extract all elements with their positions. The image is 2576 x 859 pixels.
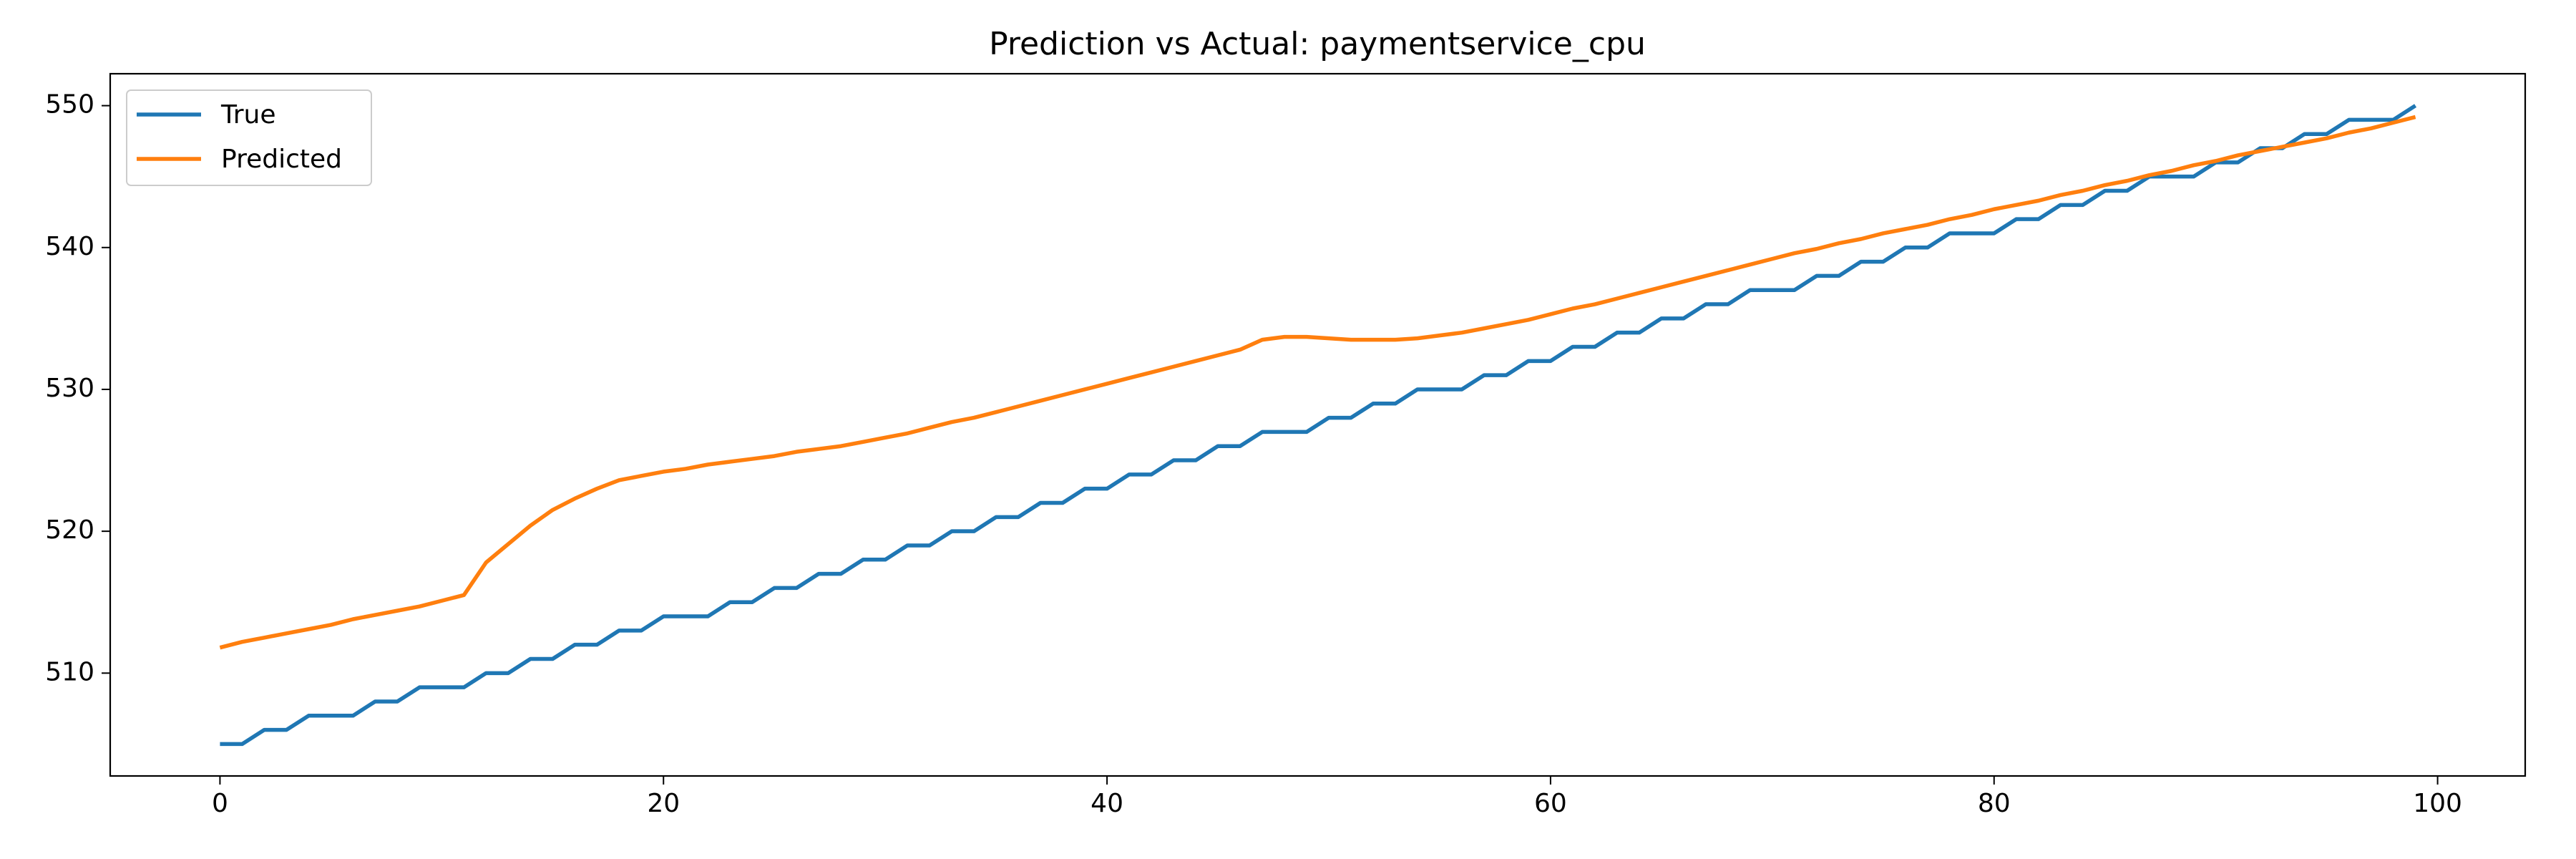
- legend-label: True: [220, 100, 275, 130]
- x-tick-label: 0: [212, 789, 228, 818]
- chart-title: Prediction vs Actual: paymentservice_cpu: [989, 26, 1646, 62]
- legend-label: Predicted: [221, 145, 342, 174]
- plot-frame: [109, 72, 2527, 777]
- series-line: [219, 115, 2416, 650]
- x-tick-label: 100: [2413, 789, 2462, 818]
- x-tick-label: 40: [1091, 789, 1123, 818]
- y-tick-label: 530: [45, 374, 94, 403]
- series-line: [220, 104, 2417, 747]
- y-tick-label: 550: [45, 90, 94, 120]
- y-tick-label: 520: [45, 515, 94, 545]
- legend: True Predicted: [126, 89, 372, 186]
- y-tick-label: 540: [45, 232, 94, 261]
- x-tick-label: 80: [1978, 789, 2011, 818]
- y-tick-label: 510: [45, 657, 94, 686]
- x-tick-label: 60: [1534, 789, 1567, 818]
- x-tick-label: 20: [647, 789, 680, 818]
